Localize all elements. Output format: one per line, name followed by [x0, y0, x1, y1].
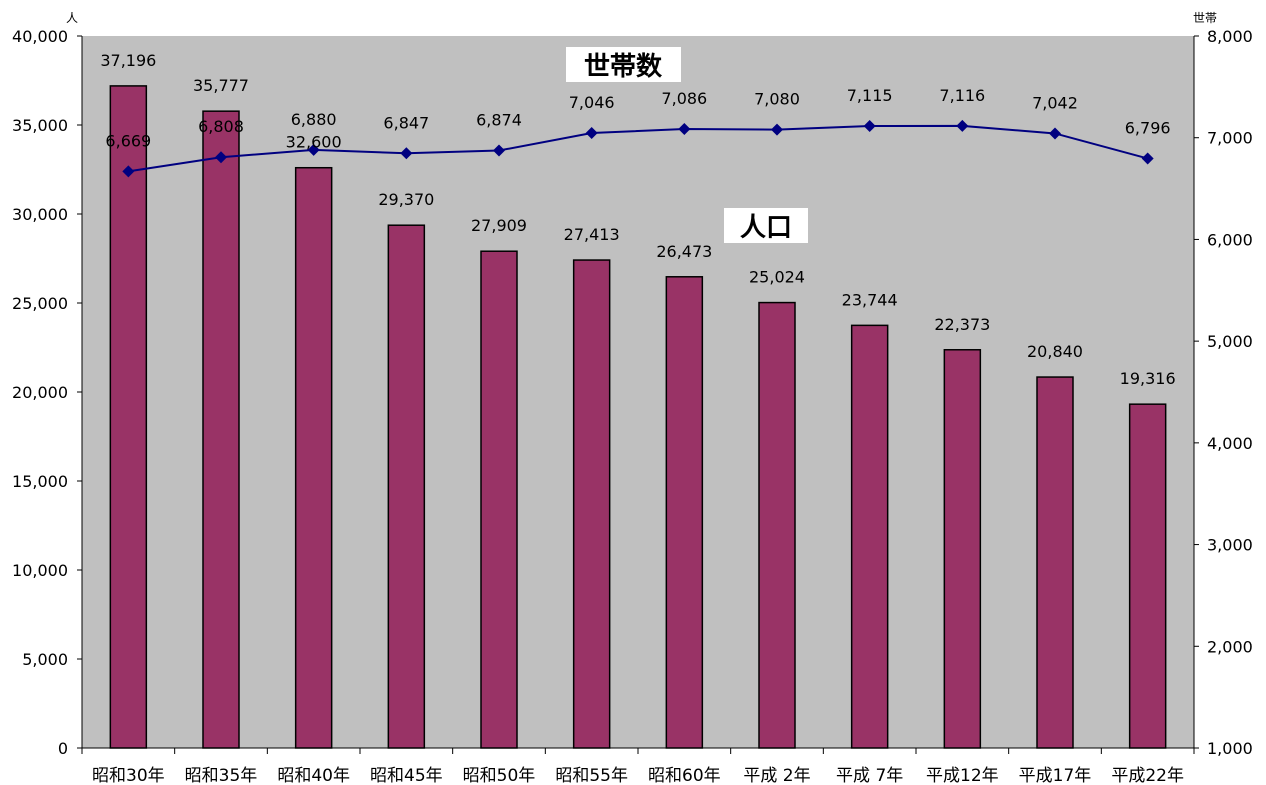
- households-marker: [122, 165, 135, 178]
- left-tick-label: 30,000: [12, 205, 68, 224]
- population-value-label: 29,370: [378, 190, 434, 209]
- category-label: 昭和55年: [555, 766, 628, 785]
- right-tick-label: 1,000: [1207, 739, 1253, 758]
- left-tick-label: 25,000: [12, 294, 68, 313]
- households-value-label: 6,880: [291, 110, 337, 129]
- households-callout-box: [566, 47, 681, 82]
- households-marker: [585, 127, 598, 140]
- left-tick-label: 15,000: [12, 472, 68, 491]
- population-value-label: 20,840: [1027, 342, 1083, 361]
- population-value-label: 25,024: [749, 268, 805, 287]
- population-bar: [387, 224, 426, 749]
- households-value-label: 6,874: [476, 111, 522, 130]
- population-bar: [109, 85, 148, 749]
- category-label: 平成12年: [926, 766, 999, 785]
- category-label: 昭和50年: [463, 766, 536, 785]
- households-value-label: 6,669: [105, 131, 151, 150]
- right-tick-label: 3,000: [1207, 536, 1253, 555]
- households-value-label: 6,847: [383, 113, 429, 132]
- population-value-label: 37,196: [100, 51, 156, 70]
- population-callout-box: [724, 208, 808, 243]
- households-marker: [493, 144, 505, 157]
- households-marker: [400, 147, 413, 160]
- population-value-label: 32,600: [286, 133, 342, 152]
- plot-area: [82, 36, 1194, 748]
- category-label: 平成 2年: [743, 766, 810, 785]
- right-tick-label: 4,000: [1207, 434, 1253, 453]
- population-bar: [758, 301, 796, 749]
- households-marker: [863, 120, 876, 133]
- right-tick-label: 5,000: [1207, 332, 1253, 351]
- population-bar: [1036, 376, 1074, 749]
- right-tick-label: 8,000: [1207, 27, 1253, 46]
- households-marker: [678, 122, 691, 135]
- households-marker: [215, 151, 227, 164]
- population-callout: 人口: [740, 213, 792, 243]
- category-label: 昭和60年: [648, 766, 721, 785]
- left-tick-label: 35,000: [12, 116, 68, 135]
- right-tick-label: 2,000: [1207, 637, 1253, 656]
- households-marker: [956, 119, 969, 132]
- households-marker: [771, 123, 783, 136]
- category-label: 平成17年: [1019, 766, 1092, 785]
- population-value-label: 35,777: [193, 76, 249, 95]
- right-axis-unit: 世帯: [1193, 11, 1217, 25]
- population-value-label: 23,744: [842, 290, 898, 309]
- left-tick-label: 5,000: [22, 650, 68, 669]
- households-value-label: 6,808: [198, 117, 244, 136]
- population-bar: [572, 259, 611, 749]
- households-value-label: 7,080: [754, 90, 800, 109]
- population-value-label: 27,909: [471, 216, 527, 235]
- category-label: 昭和30年: [92, 766, 165, 785]
- population-bar: [850, 324, 889, 749]
- households-line: [128, 124, 1148, 173]
- population-bar: [202, 110, 240, 749]
- category-label: 昭和45年: [370, 766, 443, 785]
- households-value-label: 7,042: [1032, 93, 1078, 112]
- households-value-label: 6,796: [1125, 118, 1171, 137]
- households-value-label: 7,086: [661, 89, 707, 108]
- left-tick-label: 20,000: [12, 383, 68, 402]
- households-value-label: 7,115: [847, 86, 893, 105]
- population-bar: [665, 276, 704, 749]
- right-tick-label: 7,000: [1207, 129, 1253, 148]
- left-tick-label: 0: [58, 739, 68, 758]
- left-tick-label: 10,000: [12, 561, 68, 580]
- population-value-label: 19,316: [1120, 369, 1176, 388]
- category-label: 昭和40年: [277, 766, 350, 785]
- population-bar: [480, 250, 518, 749]
- households-value-label: 7,116: [939, 86, 985, 105]
- population-value-label: 22,373: [934, 315, 990, 334]
- category-label: 平成22年: [1111, 766, 1184, 785]
- left-tick-label: 40,000: [12, 27, 68, 46]
- households-callout: 世帯数: [584, 52, 663, 82]
- left-axis-unit: 人: [66, 11, 78, 25]
- households-value-label: 7,046: [569, 93, 615, 112]
- category-label: 昭和35年: [185, 766, 258, 785]
- right-tick-label: 6,000: [1207, 230, 1253, 249]
- population-bar: [943, 349, 982, 749]
- households-marker: [307, 143, 320, 156]
- category-label: 平成 7年: [836, 766, 903, 785]
- households-marker: [1141, 152, 1154, 165]
- population-bar: [294, 166, 333, 749]
- population-value-label: 26,473: [656, 242, 712, 261]
- population-value-label: 27,413: [564, 225, 620, 244]
- households-marker: [1049, 127, 1061, 140]
- population-bar: [1128, 403, 1167, 749]
